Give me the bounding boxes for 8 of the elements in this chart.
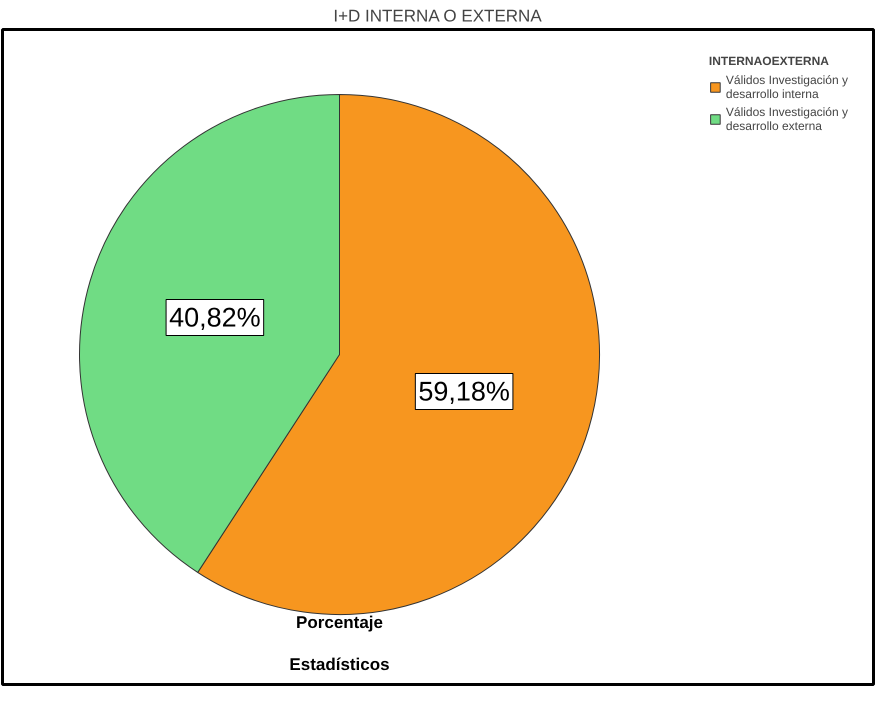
chart-title: I+D INTERNA O EXTERNA xyxy=(333,6,542,26)
text: Estadísticos xyxy=(289,655,390,674)
legend-title: INTERNAOEXTERNA xyxy=(708,54,830,68)
text: Porcentaje xyxy=(296,613,383,632)
legend-label: Válidos Investigación y desarrollo externa xyxy=(726,105,848,133)
data-label: 59,18% xyxy=(418,376,510,406)
legend-label: Válidos Investigación y desarrollo interna xyxy=(726,73,848,101)
data-label: 40,82% xyxy=(169,302,261,333)
